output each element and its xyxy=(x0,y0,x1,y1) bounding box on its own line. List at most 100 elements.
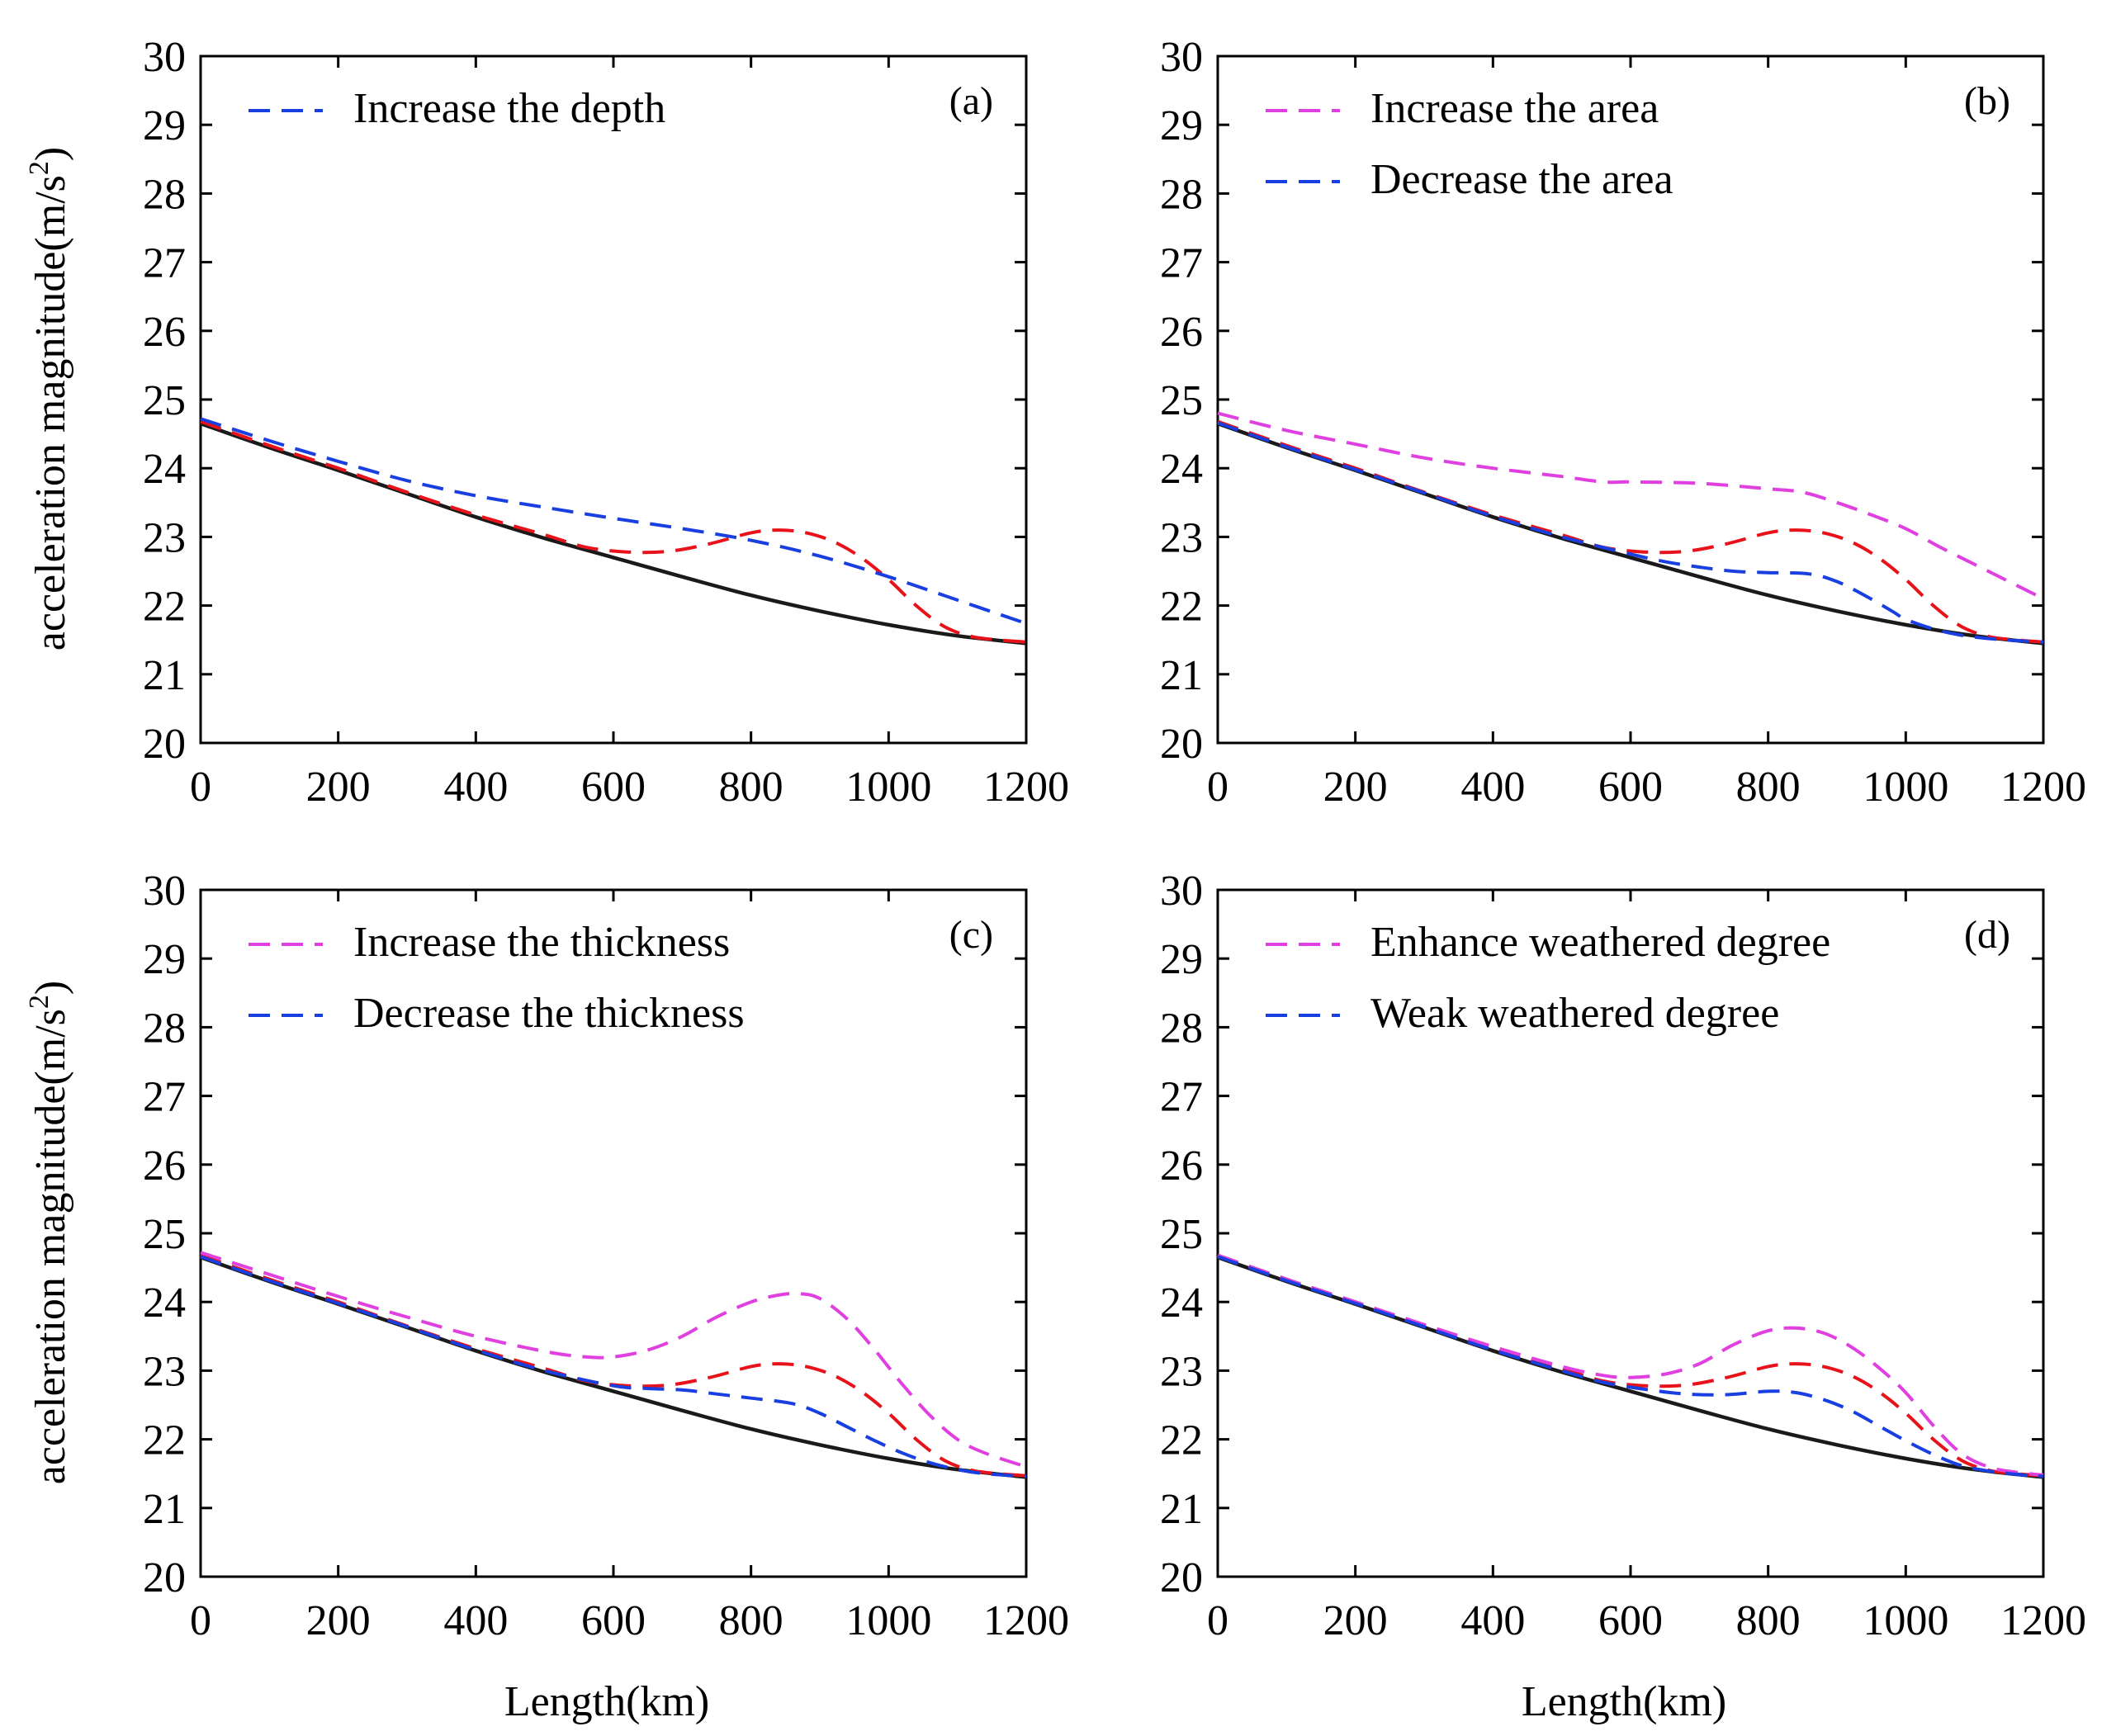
y-tick-label-b-22: 22 xyxy=(1160,584,1203,631)
series-line-d-1 xyxy=(1217,1253,2044,1478)
x-tick-label-b-1200: 1200 xyxy=(2000,764,2086,811)
x-tick-label-b-600: 600 xyxy=(1598,764,1663,811)
y-tick-label-a-26: 26 xyxy=(143,309,186,356)
x-tick-label-b-400: 400 xyxy=(1460,764,1525,811)
x-tick-label-d-1000: 1000 xyxy=(1863,1597,1948,1644)
y-tick-label-a-25: 25 xyxy=(143,377,186,424)
x-tick-label-c-400: 400 xyxy=(443,1597,508,1644)
y-tick-label-c-26: 26 xyxy=(143,1142,186,1190)
y-tick-label-c-28: 28 xyxy=(143,1005,186,1052)
y-tick-label-b-27: 27 xyxy=(1160,240,1203,287)
y-tick-label-b-23: 23 xyxy=(1160,514,1203,561)
panel-label-d: (d) xyxy=(1964,913,2010,957)
y-tick-label-a-27: 27 xyxy=(143,240,186,287)
y-tick-label-c-27: 27 xyxy=(143,1074,186,1121)
x-tick-label-c-0: 0 xyxy=(190,1597,211,1644)
y-tick-label-d-28: 28 xyxy=(1160,1005,1203,1052)
panel-b: 20 21 22 23 24 25 26 27 28 29 30 0 200 400 600 800 1000 1… xyxy=(1160,34,2086,811)
x-tick-label-a-1000: 1000 xyxy=(845,764,931,811)
y-tick-label-b-25: 25 xyxy=(1160,377,1203,424)
y-tick-label-d-20: 20 xyxy=(1160,1554,1203,1601)
legend-label-b-1: Decrease the area xyxy=(1370,156,1673,203)
x-tick-label-d-600: 600 xyxy=(1598,1597,1663,1644)
x-tick-label-d-200: 200 xyxy=(1323,1597,1388,1644)
legend-label-c-1: Decrease the thickness xyxy=(353,990,745,1037)
y-tick-label-d-21: 21 xyxy=(1160,1486,1203,1533)
series-line-b-3 xyxy=(1217,421,2044,644)
y-tick-label-c-29: 29 xyxy=(143,936,186,983)
x-tick-label-b-200: 200 xyxy=(1323,764,1388,811)
x-tick-label-a-1200: 1200 xyxy=(983,764,1069,811)
panel-label-b: (b) xyxy=(1964,79,2010,123)
y-tick-label-a-23: 23 xyxy=(143,514,186,561)
legend-label-c-0: Increase the thickness xyxy=(353,919,730,966)
panel-d: 20 21 22 23 24 25 26 27 28 29 30 0 200 400 600 800 1000 1… xyxy=(1160,868,2086,1644)
series-line-a-2 xyxy=(200,417,1027,626)
x-tick-label-a-800: 800 xyxy=(719,764,783,811)
y-tick-label-d-23: 23 xyxy=(1160,1348,1203,1395)
y-tick-label-b-21: 21 xyxy=(1160,652,1203,699)
panel-c: 20 21 22 23 24 25 26 27 28 29 30 0 200 400 600 800 1000 1… xyxy=(143,868,1069,1644)
y-tick-label-b-20: 20 xyxy=(1160,721,1203,768)
plot-frame-a xyxy=(199,54,1028,745)
y-tick-label-d-25: 25 xyxy=(1160,1211,1203,1258)
y-tick-label-d-26: 26 xyxy=(1160,1142,1203,1190)
x-axis-title-right: Length(km) xyxy=(1522,1678,1726,1725)
x-axis-title-left: Length(km) xyxy=(504,1678,709,1725)
series-line-d-0 xyxy=(1217,1255,2044,1479)
y-axis-title-top: acceleration magnitude(m/s2) xyxy=(24,147,74,650)
series-line-a-0 xyxy=(200,421,1027,646)
x-tick-label-d-1200: 1200 xyxy=(2000,1597,2086,1644)
y-axis-title-top-sup: 2 xyxy=(24,161,54,175)
y-tick-label-c-20: 20 xyxy=(143,1554,186,1601)
y-tick-label-a-24: 24 xyxy=(143,446,186,493)
series-line-b-1 xyxy=(1217,419,2044,644)
x-tick-label-a-200: 200 xyxy=(306,764,371,811)
y-tick-label-c-21: 21 xyxy=(143,1486,186,1533)
x-tick-label-c-800: 800 xyxy=(719,1597,783,1644)
legend-label-a-0: Increase the depth xyxy=(353,85,665,132)
y-tick-label-a-28: 28 xyxy=(143,171,186,218)
y-axis-title-bottom: acceleration magnitude(m/s2) xyxy=(24,981,74,1484)
series-line-c-0 xyxy=(200,1255,1027,1479)
x-tick-label-c-1200: 1200 xyxy=(983,1597,1069,1644)
y-tick-label-a-30: 30 xyxy=(143,34,186,81)
panel-label-a: (a) xyxy=(949,79,993,123)
y-tick-label-d-27: 27 xyxy=(1160,1074,1203,1121)
x-tick-label-c-200: 200 xyxy=(306,1597,371,1644)
y-tick-label-c-23: 23 xyxy=(143,1348,186,1395)
y-tick-label-c-25: 25 xyxy=(143,1211,186,1258)
x-tick-label-d-400: 400 xyxy=(1460,1597,1525,1644)
x-tick-label-c-1000: 1000 xyxy=(845,1597,931,1644)
y-tick-label-a-21: 21 xyxy=(143,652,186,699)
series-line-c-2 xyxy=(200,1251,1027,1469)
y-tick-label-d-30: 30 xyxy=(1160,868,1203,915)
y-tick-label-c-22: 22 xyxy=(143,1417,186,1464)
y-tick-label-a-22: 22 xyxy=(143,584,186,631)
y-tick-label-d-24: 24 xyxy=(1160,1280,1203,1327)
y-tick-label-d-29: 29 xyxy=(1160,936,1203,983)
y-axis-title-top-main: acceleration magnitude(m/s xyxy=(27,175,74,650)
x-tick-label-b-0: 0 xyxy=(1207,764,1228,811)
x-tick-label-b-1000: 1000 xyxy=(1863,764,1948,811)
y-axis-title-bottom-sup: 2 xyxy=(24,995,54,1009)
x-tick-label-a-0: 0 xyxy=(190,764,211,811)
panel-label-c: (c) xyxy=(949,913,993,957)
x-tick-label-d-0: 0 xyxy=(1207,1597,1228,1644)
series-line-d-2 xyxy=(1217,1253,2044,1477)
y-axis-title-bottom-main: acceleration magnitude(m/s xyxy=(27,1009,74,1484)
y-axis-title-top-close: ) xyxy=(27,147,74,161)
legend-label-d-1: Weak weathered degree xyxy=(1370,990,1779,1037)
y-tick-label-b-24: 24 xyxy=(1160,446,1203,493)
series-line-b-2 xyxy=(1217,411,2044,601)
y-tick-label-b-30: 30 xyxy=(1160,34,1203,81)
x-tick-label-a-400: 400 xyxy=(443,764,508,811)
x-tick-label-b-800: 800 xyxy=(1736,764,1801,811)
series-line-c-3 xyxy=(200,1255,1027,1478)
y-tick-label-c-30: 30 xyxy=(143,868,186,915)
y-tick-label-c-24: 24 xyxy=(143,1280,186,1327)
series-line-c-1 xyxy=(200,1253,1027,1478)
panel-a: 20 21 22 23 24 25 26 27 28 29 30 0 200 400 600 800 1000 1… xyxy=(143,34,1069,811)
series-line-a-1 xyxy=(200,419,1027,644)
